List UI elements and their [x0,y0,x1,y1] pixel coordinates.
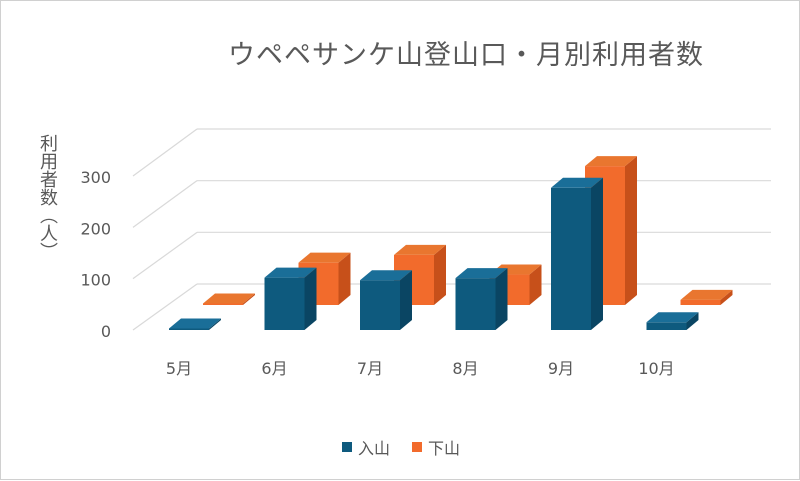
gridline [132,231,771,280]
bar-top [169,318,221,329]
bar-entry [551,177,603,330]
y-tick-label: 200 [80,219,111,238]
x-tick-label: 9月 [548,359,574,378]
bar-front [203,303,243,305]
y-tick-label: 100 [80,271,111,290]
bar-exit [680,289,733,305]
bar-side [686,312,699,330]
y-axis-title: 利用者数（人） [37,134,58,260]
bar-side [720,289,733,305]
bar-front [264,277,305,330]
bar-front [455,278,496,330]
bar-exit [394,244,446,305]
bar-side [304,267,317,330]
legend-swatch-entry [341,442,352,452]
bar-top [551,177,603,188]
bar-side [495,268,508,330]
bar-entry [360,270,412,330]
bar-side [591,177,603,330]
bar-side [434,244,446,305]
chart-title: ウペペサンケ山登山口・月別利用者数 [228,40,704,71]
bar-entry [169,318,221,330]
bar-side [625,156,637,305]
bar-top [585,156,637,167]
bar-top [680,289,733,300]
y-tick-label: 300 [80,168,111,187]
bar-entry [264,267,317,330]
bar-top [455,268,508,279]
gridline-side [132,128,198,177]
bar-top [360,270,412,281]
legend: 入山 下山 [1,435,800,459]
y-tick-label: 0 [101,322,111,341]
bar-top [646,312,699,323]
bar-side [400,270,412,330]
bars [169,156,733,330]
bar-front [360,280,400,330]
legend-label-exit: 下山 [428,439,461,458]
bar-front [646,322,687,330]
bar-front [551,187,591,330]
legend-label-entry: 入山 [357,439,390,458]
x-tick-label: 7月 [357,359,383,378]
gridline-side [132,231,198,280]
x-tick-label: 5月 [166,359,192,378]
legend-item-exit[interactable]: 下山 [412,435,460,459]
gridline [132,128,771,177]
bar-top [264,267,317,278]
bar-entry [455,268,508,330]
legend-swatch-exit [412,442,422,452]
bar-side [529,264,542,305]
bar-side [243,293,255,305]
bar-entry [646,312,699,330]
bar-front [169,328,209,330]
bar-top [203,293,255,304]
x-tick-label: 10月 [638,359,674,378]
x-tick-label: 8月 [452,359,478,378]
y-tick-labels: 0 100 200 300 [80,168,111,341]
legend-item-entry[interactable]: 入山 [341,435,390,459]
bar-top [394,244,446,255]
bar-top [298,252,351,263]
bar-exit [203,293,255,305]
x-tick-label: 6月 [261,359,287,378]
bar-side [338,252,351,305]
gridline-side [132,283,198,331]
bar-front [680,299,721,305]
bar-side [209,318,221,330]
gridline [132,180,771,228]
x-tick-labels: 5月 6月 7月 8月 9月 10月 [166,359,675,378]
gridline-side [132,180,198,228]
